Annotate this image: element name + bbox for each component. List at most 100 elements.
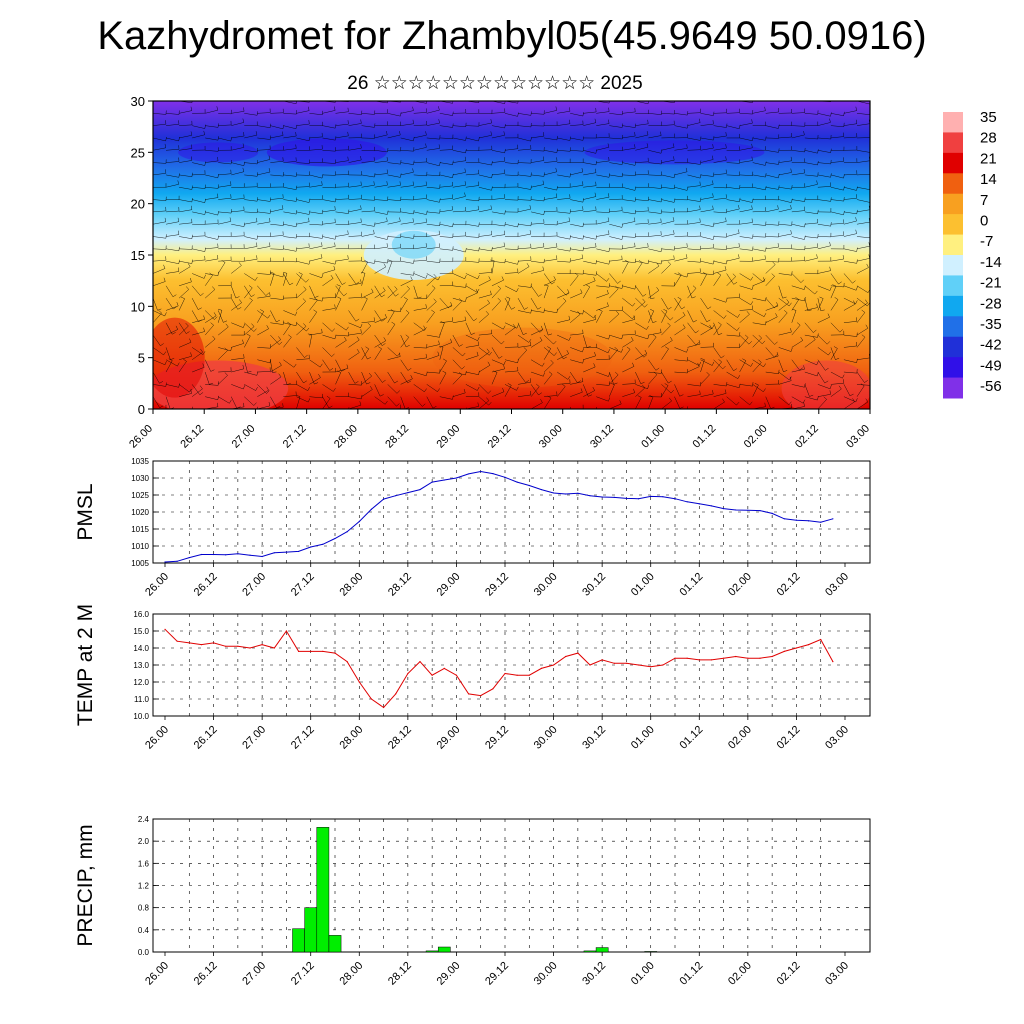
colorbar-swatch [943, 193, 963, 215]
y-tick-label: 0.0 [138, 948, 150, 957]
data-point [443, 479, 445, 481]
colorbar-label: 21 [980, 150, 997, 167]
data-point [334, 537, 336, 540]
data-point [225, 645, 227, 647]
data-point [625, 662, 628, 664]
colorbar-label: -56 [980, 378, 1002, 395]
data-point [722, 508, 725, 510]
y-tick-label: 25 [131, 145, 145, 160]
data-point [807, 644, 810, 646]
x-tick-label: 30.12 [588, 423, 616, 451]
y-tick-label: 30 [131, 94, 145, 109]
x-tick-label: 30.00 [532, 724, 560, 752]
y-tick-label: 5 [138, 351, 145, 366]
data-point [662, 664, 664, 666]
y-tick-label: 0.4 [138, 926, 150, 935]
colorbar-swatch [943, 234, 963, 256]
data-point [710, 659, 713, 661]
x-tick-label: 29.00 [435, 724, 463, 752]
colorbar-swatch [943, 336, 963, 358]
colorbar-label: -14 [980, 254, 1002, 271]
precip-bar [595, 947, 609, 953]
data-point [370, 508, 373, 510]
precip-bar [304, 907, 318, 953]
data-point [382, 706, 385, 709]
chart-title: Kazhydromet for Zhambyl05(45.9649 50.091… [97, 14, 927, 58]
y-axis-label: TEMP at 2 M [74, 604, 97, 726]
data-point [771, 512, 773, 514]
data-point [528, 674, 530, 676]
colorbar-swatch [943, 152, 963, 174]
x-tick-label: 30.12 [580, 960, 608, 988]
y-tick-label: 1010 [131, 542, 149, 551]
x-tick-label: 02.12 [775, 571, 803, 599]
colorbar-label: -42 [980, 337, 1002, 354]
colorbar-swatch [943, 275, 963, 297]
data-point [261, 644, 263, 646]
data-point [698, 503, 700, 505]
data-point [358, 520, 360, 523]
data-point [395, 693, 397, 695]
x-tick-label: 29.00 [434, 423, 462, 451]
y-tick-label: 1015 [131, 525, 149, 534]
data-point [370, 698, 373, 700]
x-tick-label: 26.12 [192, 571, 220, 599]
plot-frame [152, 613, 871, 717]
x-tick-label: 03.00 [823, 571, 851, 599]
data-point [334, 652, 336, 654]
data-point [225, 554, 227, 556]
series-line [164, 628, 834, 709]
y-tick-label: 1030 [131, 474, 149, 483]
data-point [504, 672, 506, 675]
data-point [249, 647, 251, 649]
x-tick-label: 02.00 [726, 724, 754, 752]
data-point [467, 473, 470, 475]
data-point [795, 519, 798, 521]
data-point [528, 484, 530, 487]
x-tick-label: 30.12 [580, 571, 608, 599]
y-tick-label: 1005 [131, 559, 149, 568]
colorbar-swatch [943, 132, 963, 154]
precip-bar [328, 935, 342, 953]
data-point [431, 481, 433, 483]
data-point [273, 647, 275, 649]
y-tick-label: 1020 [131, 508, 149, 517]
x-tick-label: 26.12 [192, 724, 220, 752]
data-point [601, 659, 603, 661]
precip-bar [644, 951, 658, 953]
data-point [419, 488, 421, 491]
data-point [467, 693, 470, 695]
data-point [200, 553, 203, 556]
plot-frame [152, 818, 871, 953]
colorbar: 35 28 21 14 7 0 -7 -14 -21 -28 -35 -42 -49 -56 [943, 109, 1002, 399]
y-tick-label: 14.0 [133, 644, 149, 653]
x-tick-label: 02.12 [775, 960, 803, 988]
y-tick-label: 0.8 [138, 904, 150, 913]
data-point [783, 650, 785, 653]
x-tick-label: 27.00 [240, 571, 268, 599]
data-point [613, 662, 615, 664]
data-point [492, 688, 494, 690]
colorbar-swatch [943, 214, 963, 236]
x-tick-label: 26.12 [178, 423, 206, 451]
data-point [637, 498, 640, 500]
data-point [285, 630, 288, 632]
data-point [443, 667, 445, 670]
x-tick-label: 01.12 [677, 571, 705, 599]
colorbar-label: 0 [980, 213, 988, 230]
data-point [176, 560, 178, 562]
data-point [577, 492, 579, 494]
data-point [710, 505, 713, 507]
x-tick-label: 28.00 [332, 423, 360, 451]
data-point [735, 509, 737, 511]
plot-frame [152, 460, 871, 564]
data-point [176, 640, 178, 642]
x-tick-label: 27.00 [240, 960, 268, 988]
data-point [662, 496, 664, 498]
precip-bar [437, 946, 451, 953]
x-tick-label: 29.12 [483, 571, 511, 599]
data-point [358, 681, 360, 683]
colorbar-swatch [943, 295, 963, 317]
x-tick-label: 29.00 [435, 960, 463, 988]
data-point [188, 642, 190, 644]
